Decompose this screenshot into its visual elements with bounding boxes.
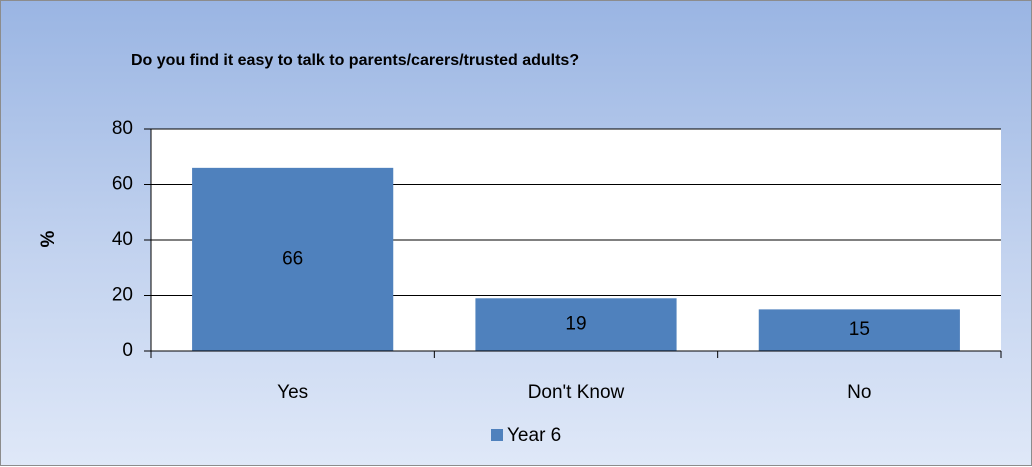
bars	[192, 167, 960, 351]
y-tick-label-80: 80	[112, 118, 133, 139]
x-tick-label-no: No	[847, 382, 871, 403]
bar-no	[758, 309, 960, 351]
data-label-yes: 66	[282, 248, 303, 269]
bar-don-t-know	[475, 298, 677, 351]
chart-title: Do you find it easy to talk to parents/c…	[131, 52, 579, 69]
x-ticks: Yes Don't Know No	[277, 382, 871, 403]
x-tick-label-don-t-know: Don't Know	[528, 382, 625, 403]
data-label-no: 15	[849, 319, 870, 340]
y-tick-label-20: 20	[112, 285, 133, 306]
data-labels: 66 19 15	[282, 248, 870, 340]
y-tick-label-40: 40	[112, 229, 133, 250]
y-tick-label-60: 60	[112, 174, 133, 195]
legend: Year 6	[491, 425, 561, 446]
x-tick-label-yes: Yes	[277, 382, 308, 403]
y-axis-label: %	[38, 230, 59, 247]
data-label-don-t-know: 19	[565, 314, 586, 335]
legend-label-year-6: Year 6	[507, 425, 561, 446]
y-ticks: 0 20 40 60 80	[112, 118, 133, 361]
y-tick-label-0: 0	[122, 340, 133, 361]
axes	[150, 129, 1002, 358]
legend-swatch	[491, 429, 503, 441]
bar-yes	[192, 167, 394, 351]
